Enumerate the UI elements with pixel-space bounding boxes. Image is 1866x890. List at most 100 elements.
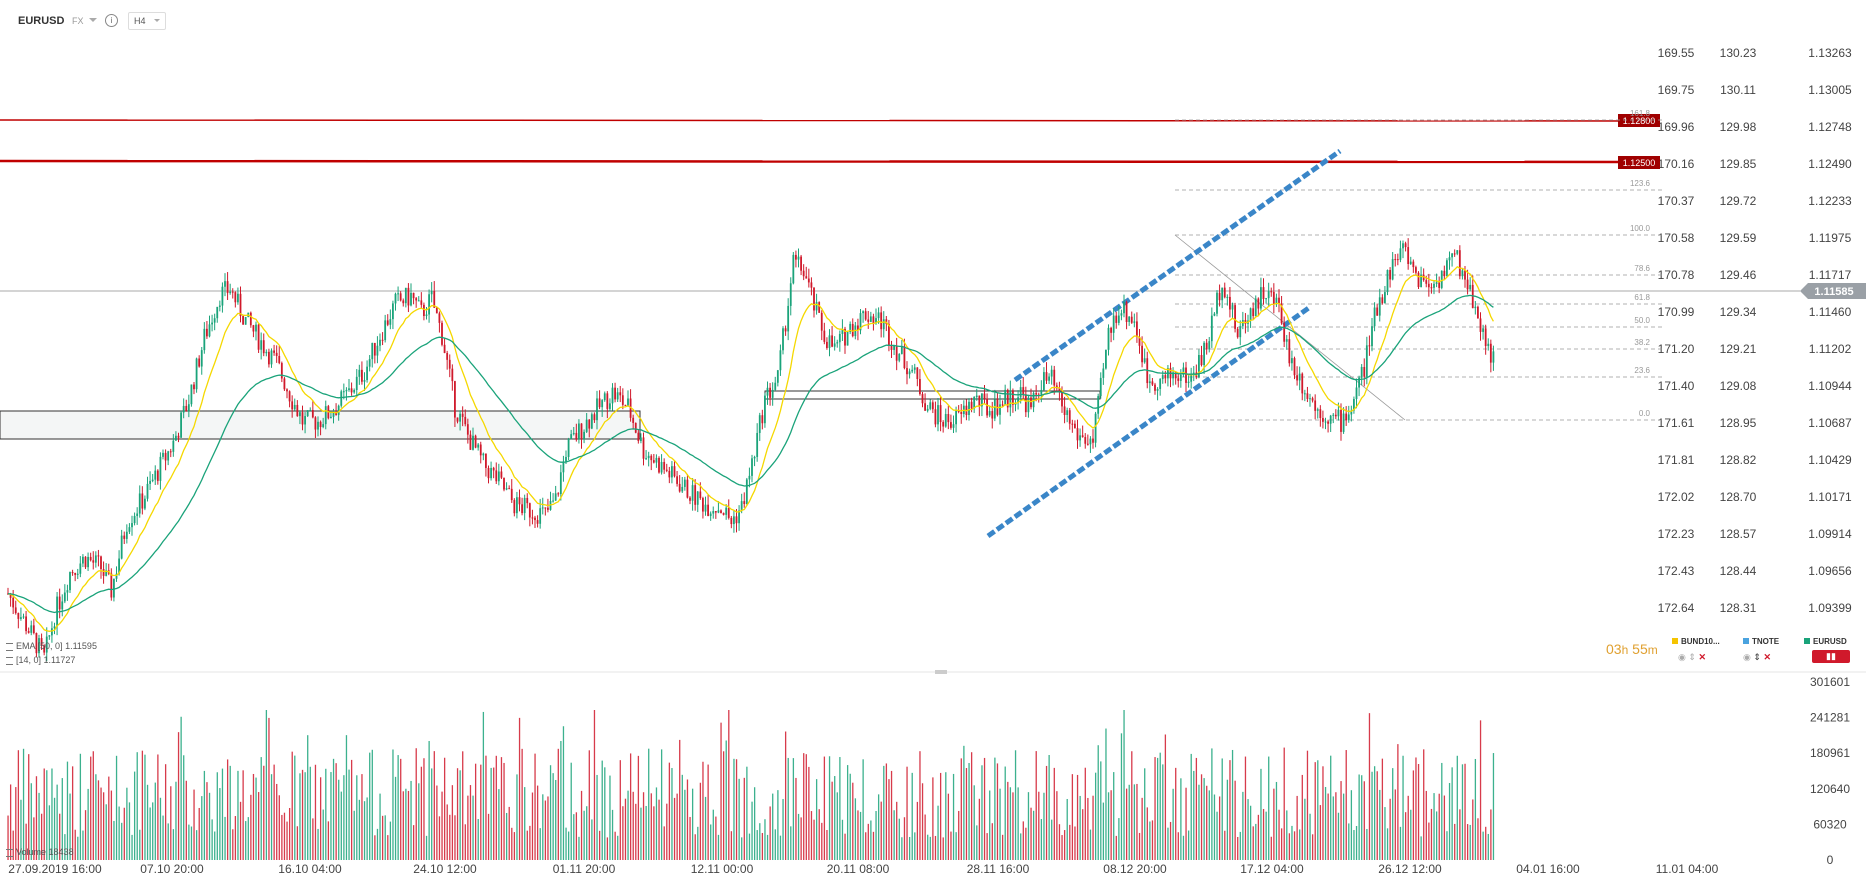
- eye-icon[interactable]: ◉: [1743, 652, 1751, 662]
- candle-down: [252, 325, 255, 332]
- candle-down: [1412, 261, 1415, 268]
- candle-down: [1125, 302, 1128, 322]
- volume-bar: [1404, 812, 1407, 860]
- volume-bar: [722, 751, 725, 860]
- resistance-zone: [764, 390, 1101, 400]
- indicator-ema14[interactable]: [14, 0] 1.11727: [6, 655, 75, 665]
- x-axis-tick: 20.11 08:00: [827, 862, 890, 876]
- candle-up: [237, 293, 239, 303]
- volume-bar: [648, 748, 650, 860]
- candle-down: [257, 324, 260, 350]
- x-axis-tick: 27.09.2019 16:00: [8, 862, 102, 876]
- volume-bar: [1415, 757, 1417, 860]
- candle-down: [1130, 316, 1133, 323]
- legend-bund[interactable]: BUND10...: [1672, 637, 1720, 646]
- info-icon[interactable]: i: [105, 14, 118, 27]
- volume-bar: [1040, 819, 1043, 860]
- volume-bar: [53, 797, 56, 860]
- volume-bar: [1027, 792, 1030, 860]
- candle-up: [745, 479, 748, 504]
- candle-down: [485, 453, 487, 468]
- candle-down: [17, 613, 20, 619]
- candle-down: [544, 507, 547, 509]
- volume-bar: [338, 779, 340, 860]
- candle-up: [1355, 387, 1358, 400]
- volume-bar: [1030, 807, 1032, 860]
- chart-style-button[interactable]: ▮▮: [1812, 650, 1850, 663]
- x-axis-tick: 16.10 04:00: [278, 862, 342, 876]
- close-icon[interactable]: ✕: [1698, 652, 1706, 662]
- resistance-line-112800: [0, 119, 1631, 122]
- volume-bar: [1270, 836, 1272, 860]
- legend-eurusd[interactable]: EURUSD: [1804, 637, 1847, 646]
- candle-down: [1001, 404, 1004, 406]
- volume-bar: [121, 822, 123, 860]
- timeframe-select[interactable]: H4: [128, 12, 166, 30]
- volume-bar: [743, 777, 745, 860]
- candle-up: [118, 558, 120, 574]
- candle-down: [960, 411, 963, 415]
- volume-bar: [777, 790, 779, 860]
- volume-bar: [629, 753, 632, 860]
- price-axis-tick: 129.72: [1720, 194, 1757, 208]
- candle-down: [1417, 272, 1420, 288]
- price-axis-tick: 170.99: [1658, 305, 1695, 319]
- candle-up: [603, 393, 606, 401]
- volume-indicator[interactable]: Volume 18438: [6, 847, 74, 857]
- chevron-down-icon[interactable]: [89, 18, 97, 22]
- volume-bar: [61, 778, 63, 860]
- close-icon[interactable]: ✕: [1763, 652, 1771, 662]
- candle-down: [12, 597, 15, 608]
- candle-up: [1208, 341, 1211, 350]
- candle-up: [1017, 397, 1019, 404]
- candle-up: [944, 414, 947, 427]
- candle-up: [330, 416, 332, 419]
- candle-down: [621, 395, 624, 405]
- volume-bar: [265, 710, 268, 860]
- price-axis-tick: 1.13005: [1808, 83, 1852, 97]
- sort-icon[interactable]: ⇕: [1753, 652, 1761, 662]
- volume-bar: [1113, 772, 1115, 860]
- volume-bar: [431, 768, 433, 860]
- volume-bar: [1477, 818, 1479, 860]
- tnote-controls[interactable]: ◉ ⇕ ✕: [1743, 652, 1771, 663]
- indicator-icon: [6, 656, 13, 665]
- candle-down: [1045, 372, 1048, 381]
- volume-bar: [118, 806, 120, 860]
- volume-bar: [1280, 828, 1283, 860]
- volume-bar: [1007, 781, 1009, 860]
- sort-icon[interactable]: ⇕: [1688, 652, 1696, 662]
- volume-bar: [139, 829, 141, 860]
- legend-tnote[interactable]: TNOTE: [1743, 637, 1779, 646]
- volume-bar: [1394, 789, 1396, 860]
- candle-down: [942, 422, 945, 427]
- bund-controls[interactable]: ◉ ⇕ ✕: [1678, 652, 1706, 663]
- volume-bar: [1063, 830, 1066, 860]
- volume-bar: [989, 790, 991, 860]
- volume-bar: [1384, 807, 1386, 860]
- candle-down: [443, 344, 446, 353]
- candle-up: [472, 435, 474, 450]
- volume-bar: [1123, 710, 1125, 860]
- volume-bar: [291, 751, 293, 860]
- eye-icon[interactable]: ◉: [1678, 652, 1686, 662]
- symbol-label[interactable]: EURUSD: [18, 15, 65, 27]
- volume-bar: [1306, 750, 1309, 860]
- volume-bar: [782, 798, 784, 860]
- fib-level-label: 23.6: [1634, 366, 1650, 375]
- volume-bar: [748, 833, 751, 860]
- candle-down: [1151, 381, 1154, 385]
- candle-down: [35, 633, 38, 654]
- volume-bar: [9, 784, 12, 860]
- candle-down: [1218, 292, 1221, 301]
- candle-up: [1358, 377, 1360, 388]
- candle-down: [1154, 384, 1156, 391]
- candle-down: [851, 323, 854, 337]
- candle-up: [968, 401, 970, 415]
- candle-up: [1048, 376, 1050, 381]
- indicator-ema50-value: 1.11595: [65, 641, 97, 651]
- volume-bar: [28, 754, 30, 860]
- indicator-ema50[interactable]: EMA [50, 0] 1.11595: [6, 641, 97, 651]
